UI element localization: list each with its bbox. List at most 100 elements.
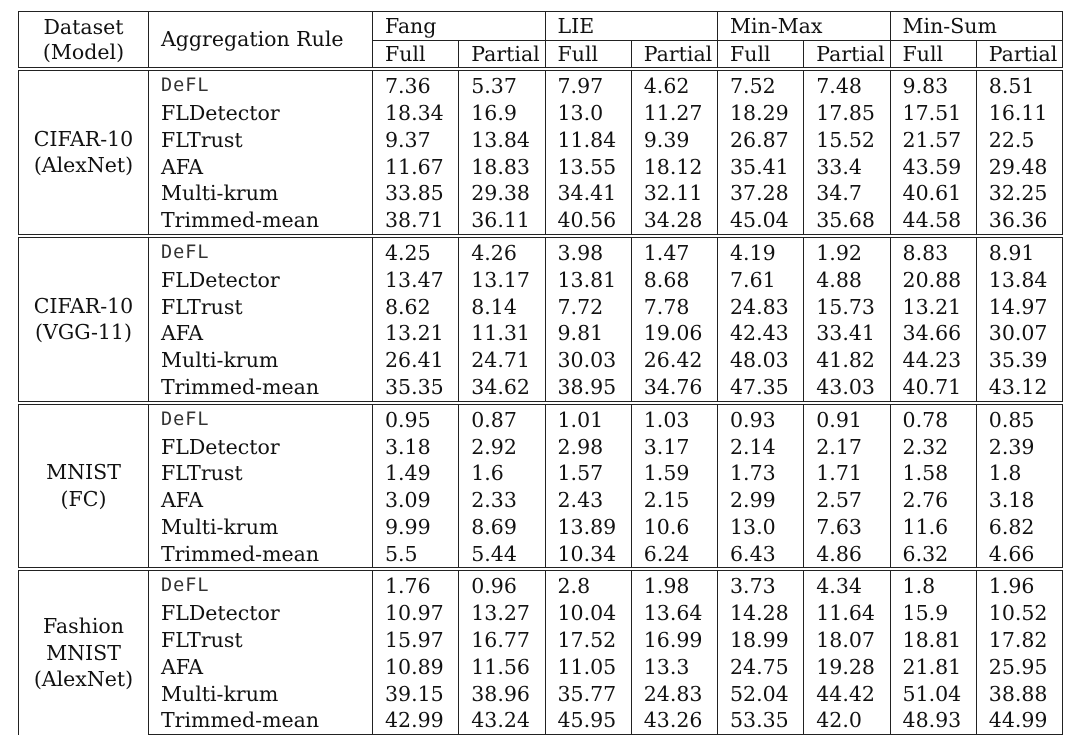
aggregation-rule-cell: DeFL: [148, 233, 373, 267]
value-cell: 16.9: [458, 99, 546, 127]
aggregation-rule-cell: FLTrust: [148, 626, 373, 654]
value-cell: 6.43: [717, 540, 805, 570]
value-cell: 9.81: [545, 320, 632, 347]
best-value-cell: 7.36: [372, 67, 460, 100]
value-cell: 11.67: [372, 153, 460, 181]
value-cell: 43.24: [458, 707, 546, 736]
value-cell: 44.58: [890, 206, 977, 236]
table-row: Multi-krum 33.85 29.38 34.41 32.11 37.28 34.7 4…: [19, 180, 1064, 207]
value-cell: 45.04: [717, 206, 805, 236]
best-value-cell: 1.98: [631, 567, 719, 601]
aggregation-rule-cell: Multi-krum: [148, 513, 373, 541]
value-cell: 34.28: [631, 206, 719, 236]
dataset-label-line: Fashion: [43, 614, 124, 639]
dataset-label-line: (AlexNet): [33, 667, 134, 692]
value-cell: 40.61: [890, 180, 977, 207]
dataset-cell: CIFAR-10 (AlexNet): [18, 67, 149, 236]
value-cell: 18.99: [717, 626, 805, 654]
best-value-cell: 0.85: [976, 400, 1064, 434]
value-cell: 44.23: [890, 346, 977, 374]
value-cell: 43.12: [976, 373, 1064, 403]
table-row: FLTrust 8.62 8.14 7.72 7.78 24.83 15.73 13.21 14…: [19, 293, 1064, 321]
aggregation-rule-cell: Multi-krum: [148, 346, 373, 374]
table-row: Fashion MNIST (AlexNet) DeFL 1.76 0.96 2.8 1.98…: [18, 567, 1064, 735]
value-cell: 3.09: [372, 486, 460, 514]
value-cell: 2.57: [803, 486, 891, 514]
aggregation-rule-cell: AFA: [148, 653, 373, 681]
value-cell: 2.76: [890, 486, 977, 514]
attack-header-min-sum: Min-Sum: [890, 11, 1064, 41]
value-cell: 13.27: [458, 600, 546, 627]
best-value-cell: 8.51: [976, 67, 1064, 100]
sub-header-full: Full: [545, 40, 632, 70]
table-row: Trimmed-mean 38.71 36.11 40.56 34.28 45.04 35.…: [19, 206, 1064, 236]
value-cell: 17.82: [976, 626, 1064, 654]
value-cell: 52.04: [717, 680, 805, 708]
aggregation-rule-cell: Multi-krum: [148, 180, 373, 207]
value-cell: 18.29: [717, 99, 805, 127]
value-cell: 48.93: [890, 707, 977, 736]
value-cell: 33.41: [803, 320, 891, 347]
aggregation-rule-cell: FLDetector: [148, 600, 373, 627]
value-cell: 2.15: [631, 486, 719, 514]
aggregation-rule-cell: Trimmed-mean: [148, 373, 373, 403]
aggregation-rule-cell: AFA: [148, 153, 373, 181]
value-cell: 17.52: [545, 626, 632, 654]
aggregation-rule-cell: FLDetector: [148, 266, 373, 294]
value-cell: 24.83: [717, 293, 805, 321]
value-cell: 17.85: [803, 99, 891, 127]
value-cell: 42.0: [803, 707, 891, 736]
value-cell: 38.71: [372, 206, 460, 236]
value-cell: 1.6: [458, 460, 546, 487]
table-row: FLDetector 3.18 2.92 2.98 3.17 2.14 2.17 2.32 2.…: [19, 433, 1064, 461]
value-cell: 32.25: [976, 180, 1064, 207]
value-cell: 6.24: [631, 540, 719, 570]
value-cell: 44.42: [803, 680, 891, 708]
value-cell: 13.84: [976, 266, 1064, 294]
value-cell: 9.99: [372, 513, 460, 541]
dataset-label-line: MNIST: [46, 640, 121, 665]
value-cell: 3.18: [372, 433, 460, 461]
value-cell: 8.14: [458, 293, 546, 321]
table-row: MNIST (FC) DeFL 0.95 0.87 1.01 1.03 0.93 0.91 0.7…: [18, 400, 1064, 570]
dataset-label-line: (AlexNet): [33, 153, 134, 178]
value-cell: 2.33: [458, 486, 546, 514]
value-cell: 18.81: [890, 626, 977, 654]
table-row: Multi-krum 9.99 8.69 13.89 10.6 13.0 7.63 11.6 6…: [19, 513, 1064, 541]
value-cell: 9.37: [372, 126, 460, 154]
value-cell: 10.6: [631, 513, 719, 541]
value-cell: 35.35: [372, 373, 460, 403]
dataset-column-header: Dataset (Model): [18, 11, 149, 69]
value-cell: 38.95: [545, 373, 632, 403]
value-cell: 13.0: [717, 513, 805, 541]
value-cell: 40.56: [545, 206, 632, 236]
best-value-cell: 9.83: [890, 67, 977, 100]
value-cell: 3.18: [976, 486, 1064, 514]
value-cell: 14.28: [717, 600, 805, 627]
value-cell: 4.86: [803, 540, 891, 570]
value-cell: 25.95: [976, 653, 1064, 681]
value-cell: 11.56: [458, 653, 546, 681]
value-cell: 16.11: [976, 99, 1064, 127]
table-header: Dataset (Model) Aggregation Rule Fang LI…: [18, 11, 1064, 70]
value-cell: 22.5: [976, 126, 1064, 154]
value-cell: 29.38: [458, 180, 546, 207]
value-cell: 26.87: [717, 126, 805, 154]
value-cell: 19.06: [631, 320, 719, 347]
dataset-header-label: Dataset: [43, 14, 124, 39]
value-cell: 21.81: [890, 653, 977, 681]
dataset-label-line: (VGG-11): [35, 320, 132, 345]
value-cell: 37.28: [717, 180, 805, 207]
best-value-cell: 8.91: [976, 233, 1064, 267]
dataset-block: Fashion MNIST (AlexNet) DeFL 1.76 0.96 2.8 1.98…: [18, 567, 1064, 736]
value-cell: 2.39: [976, 433, 1064, 461]
attack-header-lie: LIE: [545, 11, 719, 41]
value-cell: 20.88: [890, 266, 977, 294]
value-cell: 13.64: [631, 600, 719, 627]
value-cell: 13.3: [631, 653, 719, 681]
value-cell: 2.99: [717, 486, 805, 514]
aggregation-rule-cell: FLDetector: [148, 433, 373, 461]
value-cell: 10.97: [372, 600, 460, 627]
value-cell: 34.66: [890, 320, 977, 347]
value-cell: 6.82: [976, 513, 1064, 541]
